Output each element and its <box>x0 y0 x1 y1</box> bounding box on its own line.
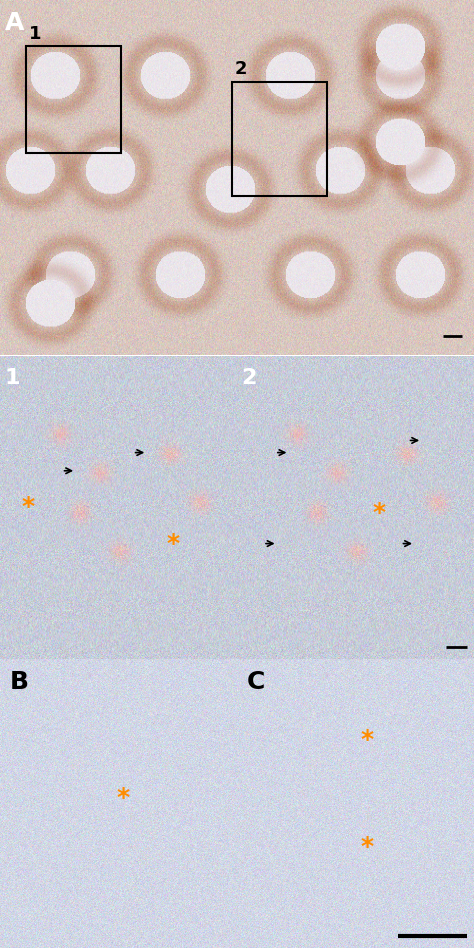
Text: 2: 2 <box>242 368 257 388</box>
Text: B: B <box>9 670 28 695</box>
Text: C: C <box>246 670 265 695</box>
Text: *: * <box>166 532 180 556</box>
Text: *: * <box>117 786 130 810</box>
Text: *: * <box>373 501 386 525</box>
Text: *: * <box>22 495 35 520</box>
Text: 1: 1 <box>28 25 41 43</box>
Bar <box>232 82 327 195</box>
Text: 2: 2 <box>235 61 247 79</box>
Text: A: A <box>5 10 24 35</box>
Text: 1: 1 <box>5 368 20 388</box>
Bar <box>26 46 121 153</box>
Text: *: * <box>361 835 374 859</box>
Text: *: * <box>361 728 374 752</box>
